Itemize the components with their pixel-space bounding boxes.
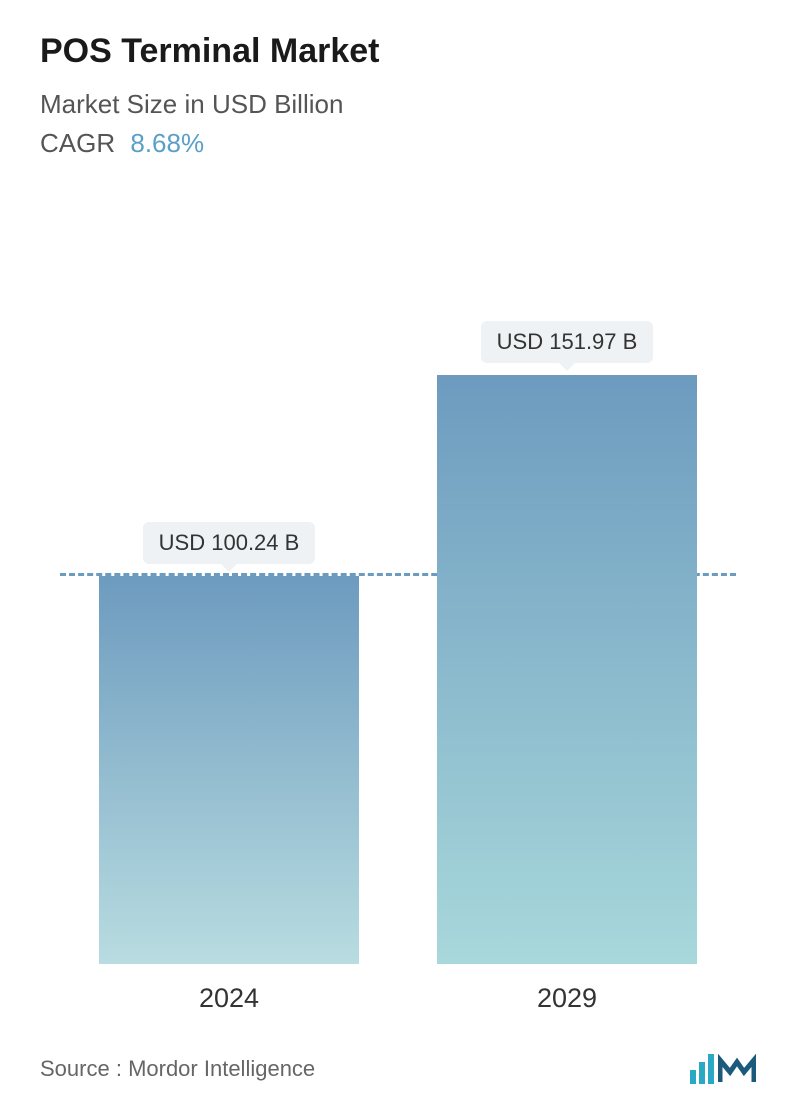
chart-subtitle: Market Size in USD Billion (40, 89, 756, 120)
cagr-label: CAGR (40, 128, 115, 158)
bars-container: USD 100.24 B USD 151.97 B (60, 209, 736, 964)
brand-logo (690, 1054, 756, 1084)
bar (437, 375, 697, 964)
logo-bars-icon (690, 1054, 714, 1084)
source-name: Mordor Intelligence (128, 1056, 315, 1081)
footer: Source : Mordor Intelligence (0, 1034, 796, 1104)
bar-group-2029: USD 151.97 B (437, 321, 697, 964)
value-badge: USD 151.97 B (481, 321, 654, 363)
cagr-value: 8.68% (130, 128, 204, 158)
logo-m-icon (718, 1054, 756, 1084)
value-badge: USD 100.24 B (143, 522, 316, 564)
source-label: Source : (40, 1056, 122, 1081)
x-axis-label: 2029 (437, 983, 697, 1014)
source-attribution: Source : Mordor Intelligence (40, 1056, 315, 1082)
cagr-row: CAGR 8.68% (40, 128, 756, 159)
x-axis-labels: 2024 2029 (60, 983, 736, 1014)
bar-group-2024: USD 100.24 B (99, 522, 359, 964)
chart-title: POS Terminal Market (40, 32, 756, 71)
x-axis-label: 2024 (99, 983, 359, 1014)
chart-area: USD 100.24 B USD 151.97 B 2024 2029 (60, 209, 736, 1014)
bar (99, 576, 359, 964)
